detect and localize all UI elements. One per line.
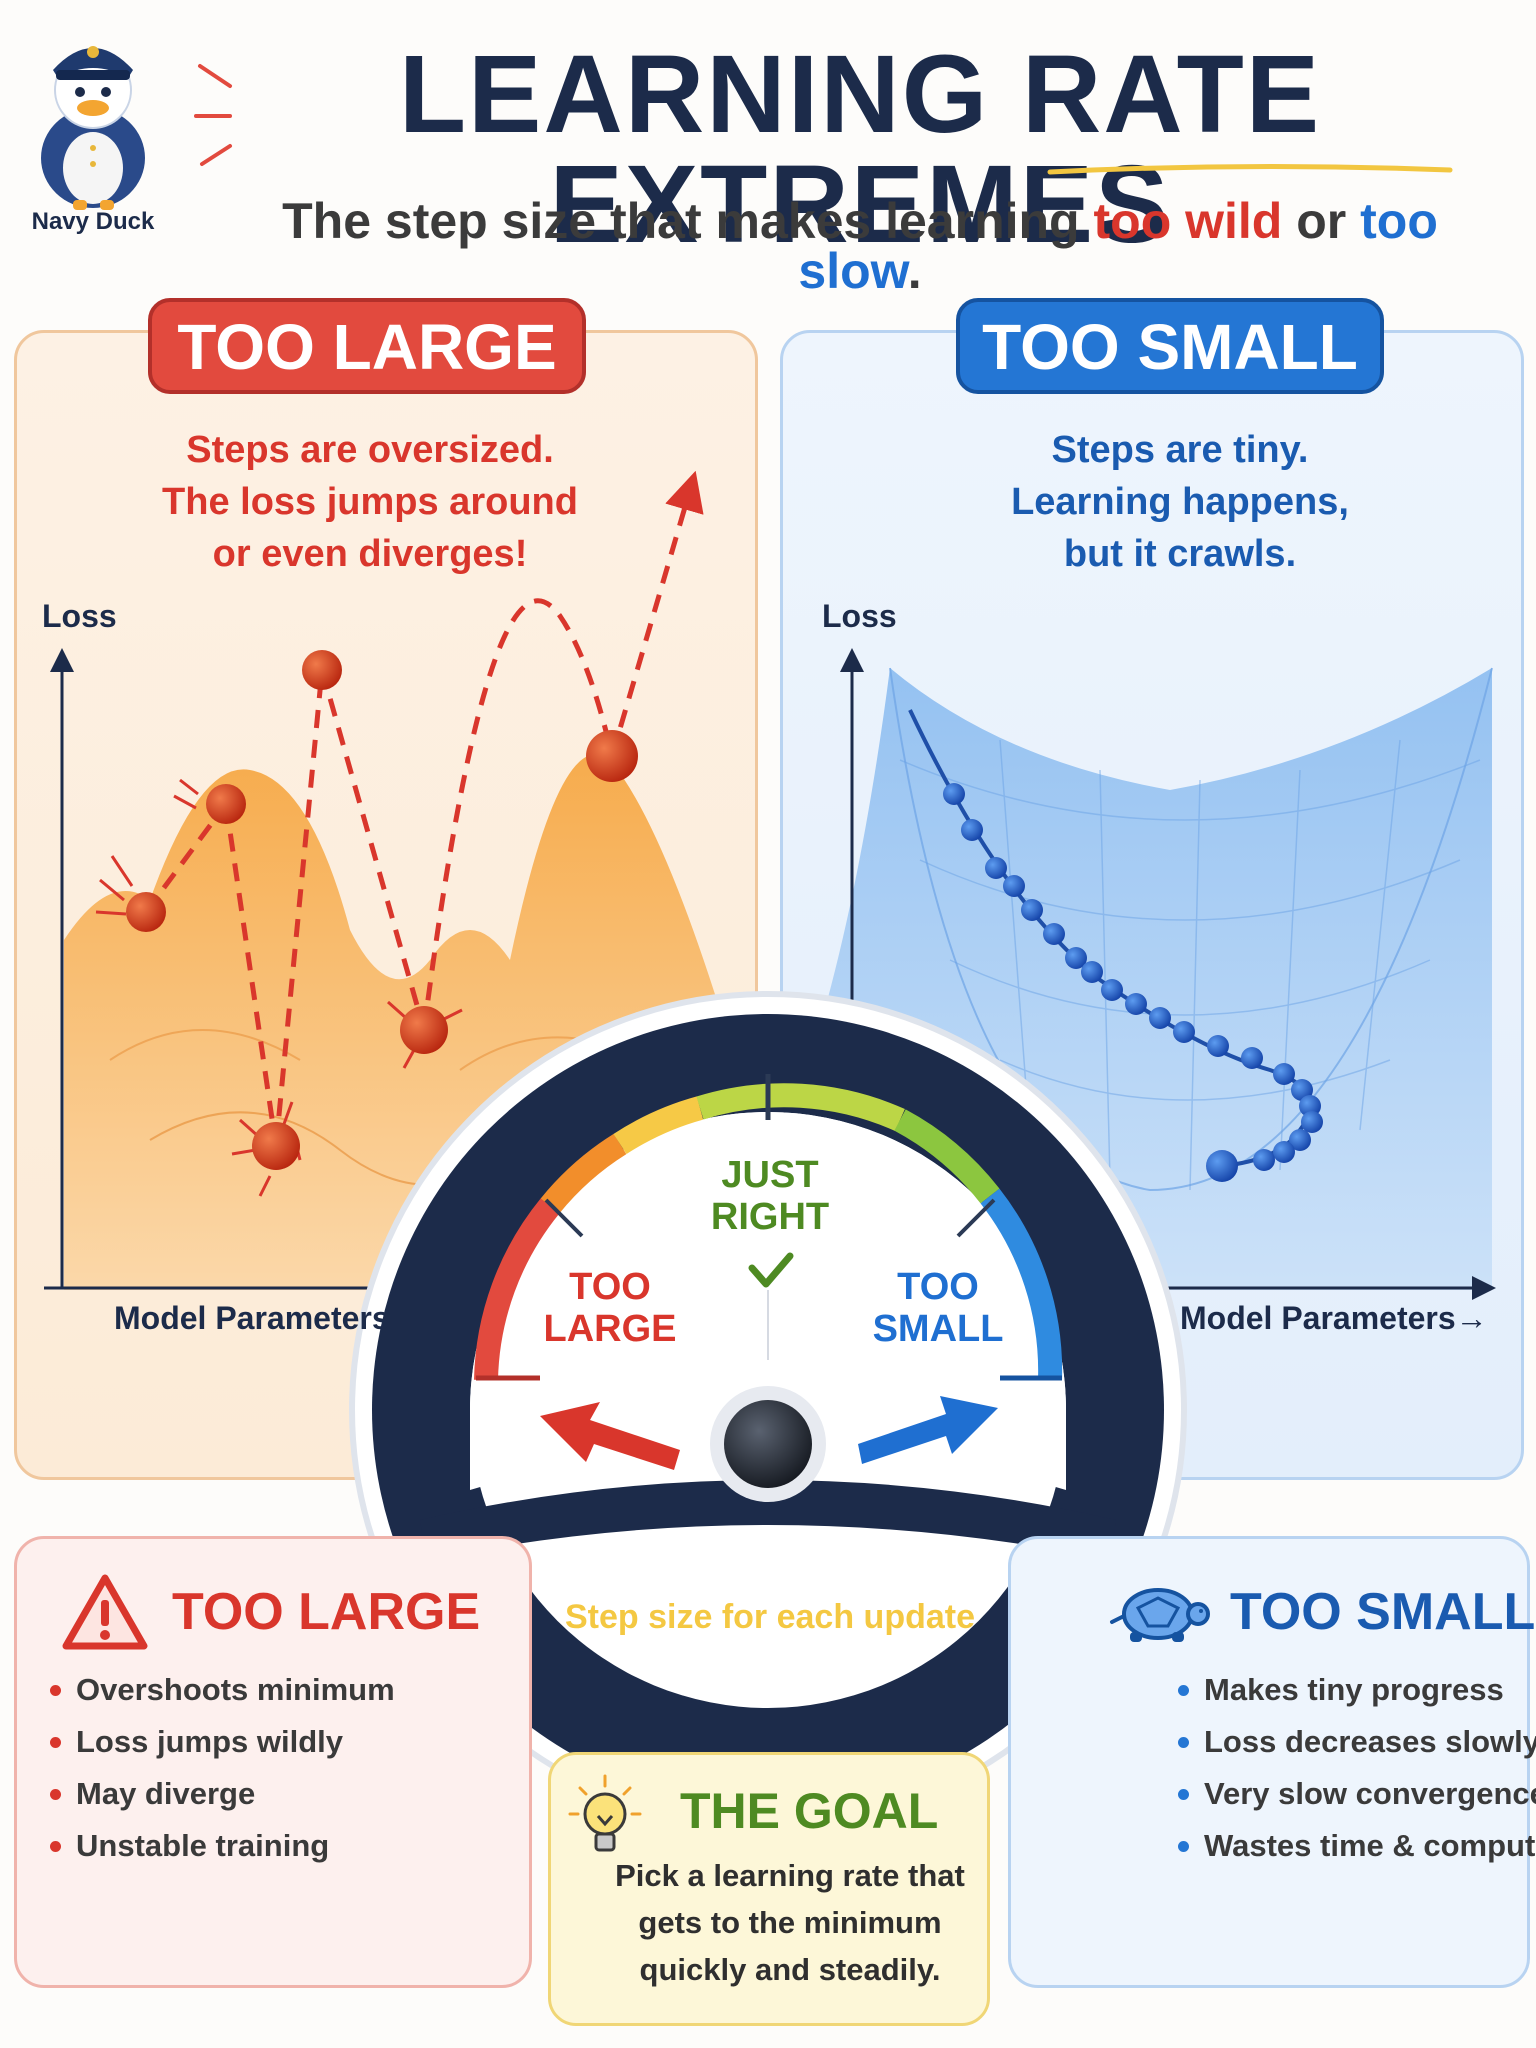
accent-marks-left [194,64,232,166]
description-line: Learning happens, [1011,481,1349,523]
list-item: Unstable training [48,1820,395,1872]
goal-card-text: Pick a learning rate that gets to the mi… [600,1852,980,1993]
list-item: Loss jumps wildly [48,1716,395,1768]
list-item: May diverge [48,1768,395,1820]
page-subtitle: The step size that makes learning too wi… [230,196,1490,296]
gauge-just-right-label: JUST RIGHT [690,1154,850,1238]
too-small-x-axis-label: Model Parameters→ [1180,1300,1488,1336]
subtitle-or: or [1282,193,1361,249]
step-ball [126,892,166,932]
too-small-summary-card [1008,1536,1530,1988]
gauge-title: LEARNING RATE [613,1524,927,1651]
step-ball [206,784,246,824]
too-small-path [908,709,1323,1182]
gauge-label-line: RIGHT [710,1196,830,1238]
brand-label: Navy Duck [31,208,155,235]
too-large-description: Steps are oversized. The loss jumps arou… [110,424,630,580]
list-item: Very slow convergence [1176,1768,1536,1820]
list-item: Wastes time & compute [1176,1820,1536,1872]
gauge-label-line: LARGE [543,1308,677,1350]
goal-text-line: Pick a learning rate that [615,1858,965,1893]
description-line: Steps are oversized. [186,429,554,471]
gauge-label-line: SMALL [872,1308,1004,1350]
list-item: Makes tiny progress [1176,1664,1536,1716]
too-large-x-axis-label: Model Parameters [114,1300,390,1336]
subtitle-period: . [907,243,922,299]
too-large-axes [44,648,400,1290]
gauge-subtitle: Step size for each update [565,1598,975,1636]
too-large-card-heading: TOO LARGE [172,1583,481,1641]
gauge-label-line: TOO [569,1266,651,1308]
title-underline [1047,163,1453,175]
gauge-label-line: JUST [721,1154,819,1196]
step-ball [252,1122,300,1170]
step-ball [400,1006,448,1054]
burst-marks [95,778,463,1197]
goal-text-line: gets to the minimum [638,1905,942,1940]
too-small-description: Steps are tiny. Learning happens, but it… [930,424,1430,580]
step-ball [586,730,638,782]
description-line: but it crawls. [1063,533,1297,575]
too-large-badge: TOO LARGE [148,298,586,394]
turtle-icon [1110,1588,1210,1642]
gauge-label-line: TOO [897,1266,979,1308]
too-large-balls [126,650,638,1170]
subtitle-too-slow: too slow [798,193,1438,299]
goal-card-heading: THE GOAL [680,1783,939,1839]
duck-sailor-icon [41,46,145,210]
too-small-bullets: Makes tiny progress Loss decreases slowl… [1176,1664,1536,1872]
too-large-path [143,470,704,1147]
subtitle-text: The step size that makes learning [282,193,1094,249]
gauge-too-large-label: TOO LARGE [530,1266,690,1350]
subtitle-too-wild: too wild [1093,193,1283,249]
step-ball [302,650,342,690]
description-line: Steps are tiny. [1051,429,1309,471]
learning-rate-gauge [349,991,1187,1829]
description-line: The loss jumps around [162,481,578,523]
too-small-card-heading: TOO SMALL [1230,1583,1536,1641]
gauge-too-small-label: TOO SMALL [858,1266,1018,1350]
goal-card [548,1752,990,2026]
warning-icon [62,1574,148,1650]
description-line: or even diverges! [212,533,528,575]
too-large-bullets: Overshoots minimum Loss jumps wildly May… [48,1664,395,1872]
page-title: LEARNING RATE EXTREMES [398,33,1322,266]
lightbulb-icon [568,1774,642,1852]
goal-text-line: quickly and steadily. [639,1952,941,1987]
too-large-y-axis-label: Loss [42,598,117,634]
list-item: Loss decreases slowly [1176,1716,1536,1768]
list-item: Overshoots minimum [48,1664,395,1716]
too-small-y-axis-label: Loss [822,598,897,634]
too-small-badge: TOO SMALL [956,298,1384,394]
